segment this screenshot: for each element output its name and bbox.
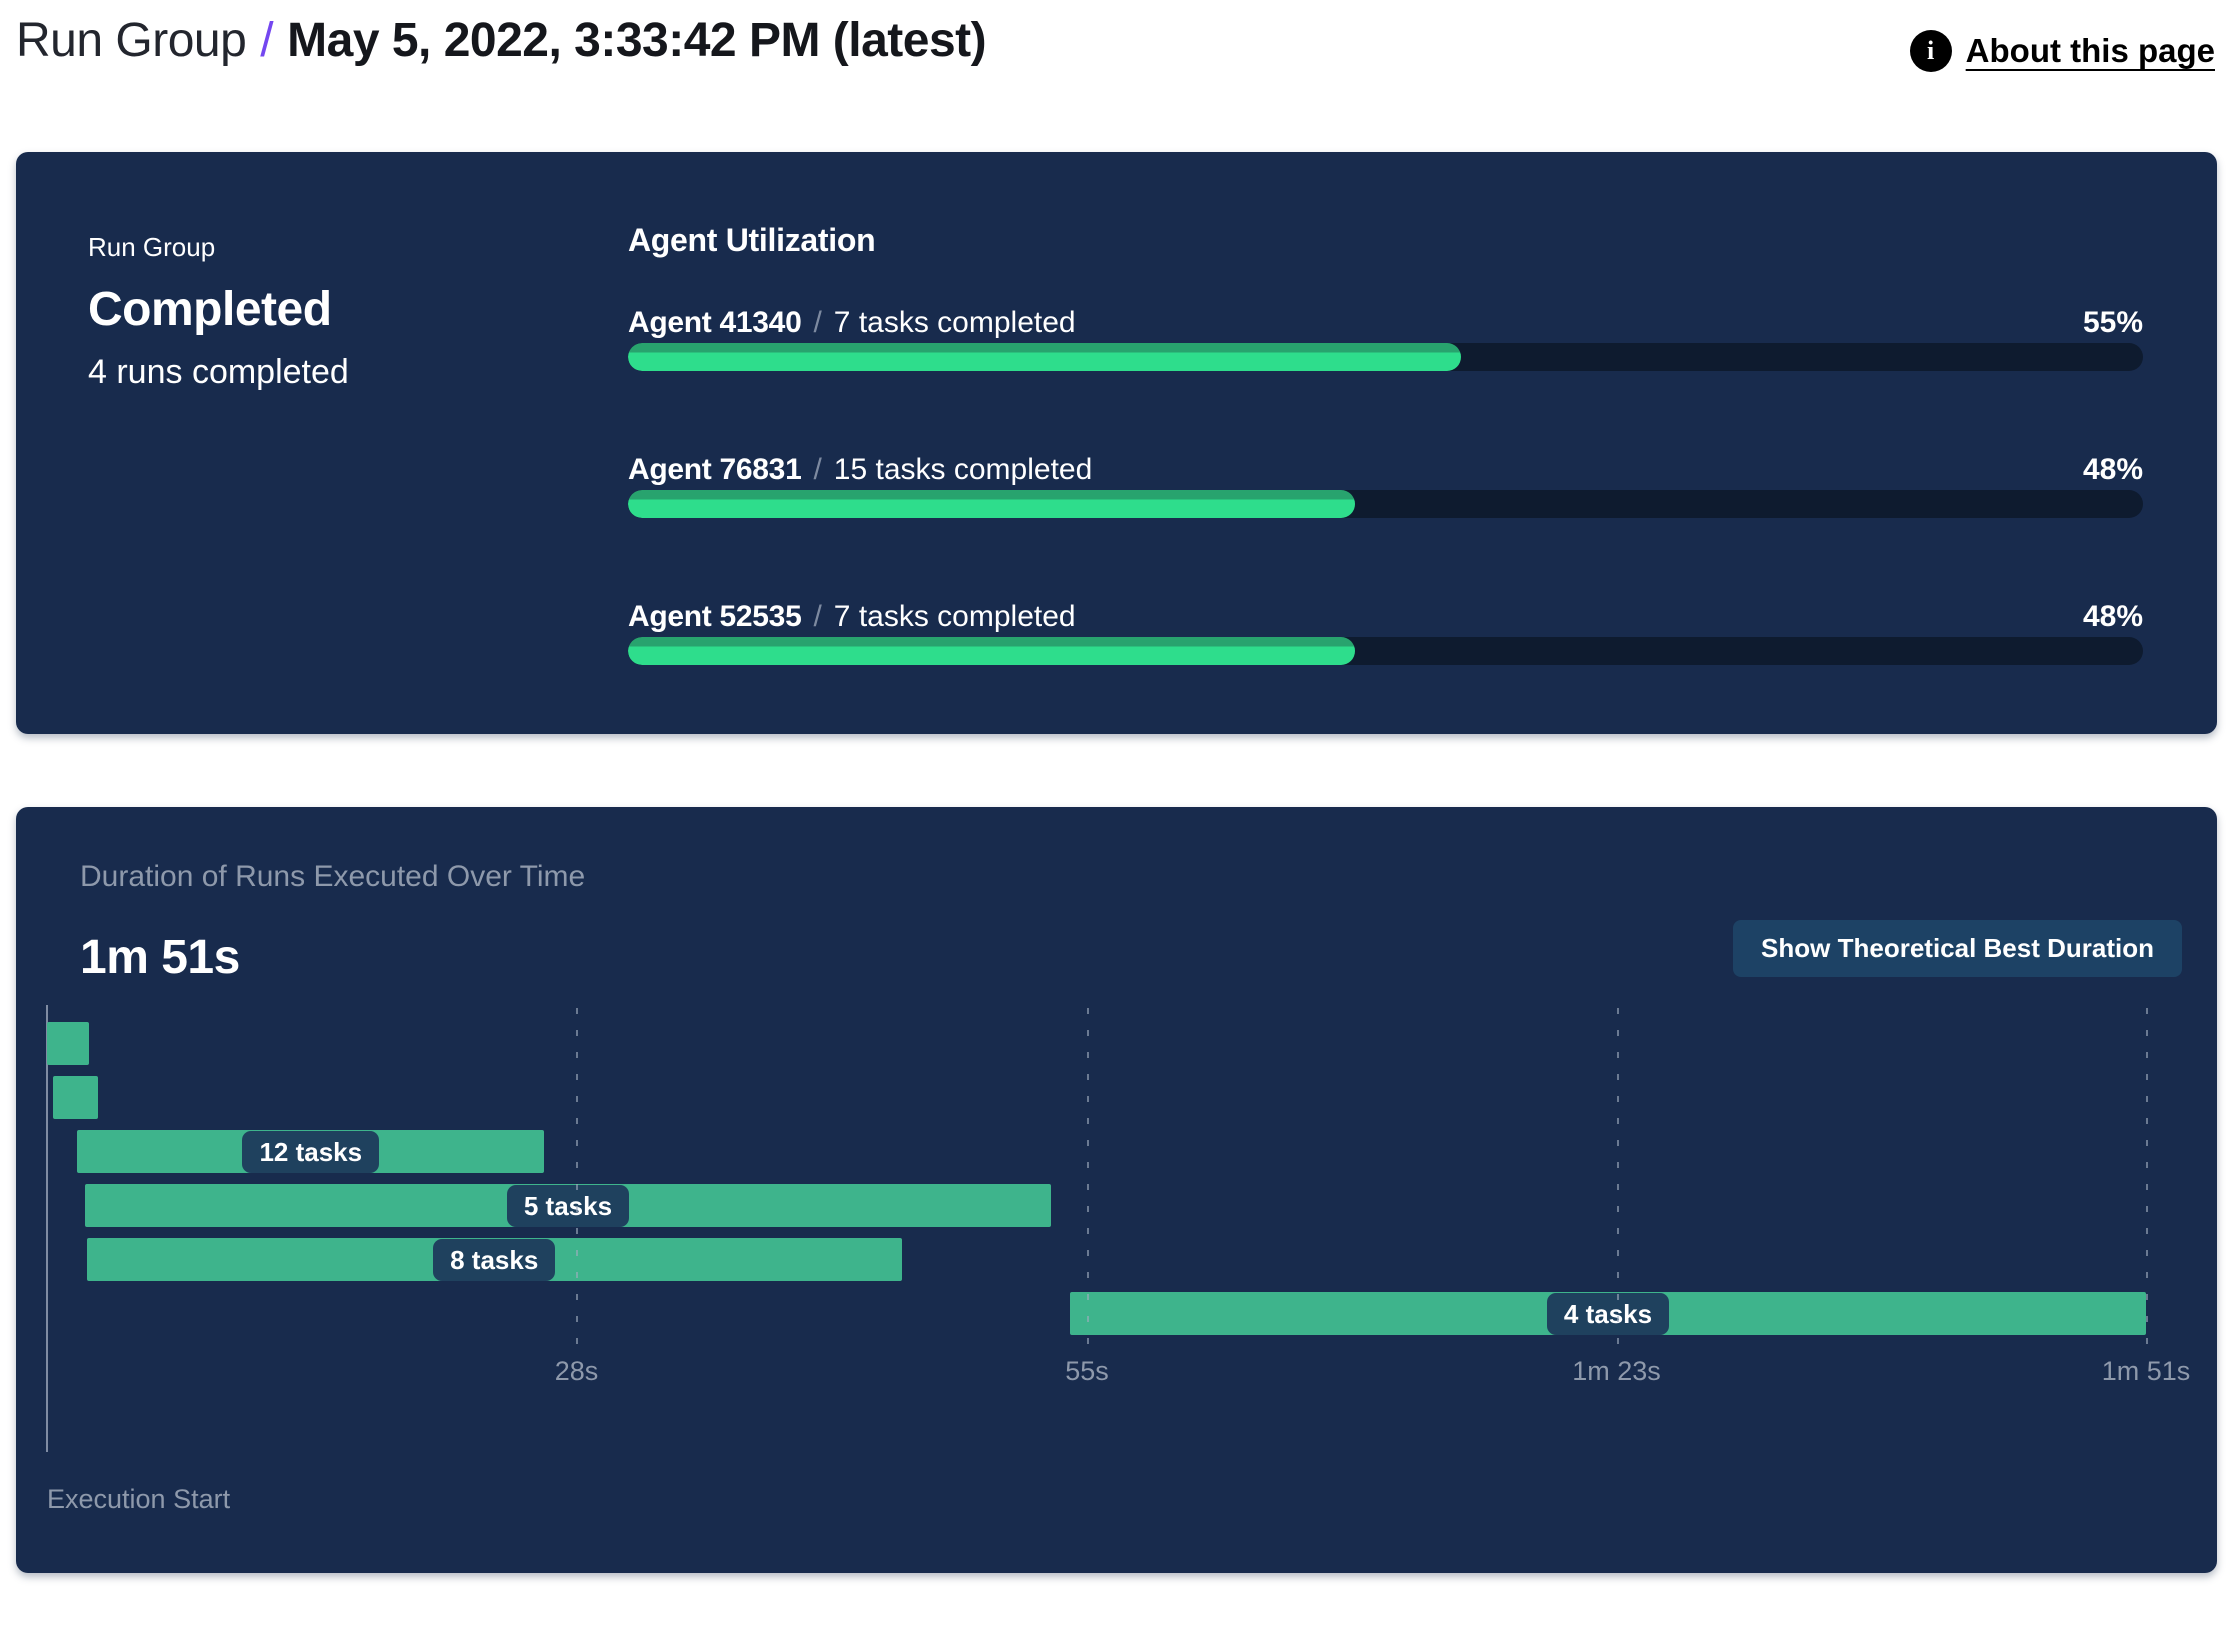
gantt-row: 5 tasks <box>47 1184 2146 1238</box>
gridline-1m-51s <box>2146 1008 2148 1353</box>
about-this-page[interactable]: i About this page <box>1909 30 2215 72</box>
execution-start-label: Execution Start <box>47 1484 231 1514</box>
run-duration-bar[interactable] <box>47 1022 89 1065</box>
run-duration-bar[interactable]: 4 tasks <box>1070 1292 2146 1335</box>
agent-separator: / <box>813 306 822 339</box>
agent-percent: 48% <box>2082 453 2143 486</box>
duration-chart-title: Duration of Runs Executed Over Time <box>80 860 586 893</box>
utilization-progress-track <box>628 343 2143 371</box>
duration-panel: Duration of Runs Executed Over Time 1m 5… <box>16 807 2217 1573</box>
agent-utilization-section: Agent Utilization Agent 41340 / 7 tasks … <box>628 222 2143 734</box>
agent-row: Agent 41340 / 7 tasks completed 55% <box>628 303 2143 371</box>
task-count-badge: 5 tasks <box>506 1184 630 1227</box>
gantt-row: 8 tasks <box>47 1238 2146 1292</box>
show-theoretical-best-duration-button[interactable]: Show Theoretical Best Duration <box>1733 920 2182 977</box>
agent-tasks: 7 tasks completed <box>833 306 1076 339</box>
agent-tasks: 7 tasks completed <box>833 600 1076 633</box>
page-title: May 5, 2022, 3:33:42 PM (latest) <box>287 14 987 67</box>
axis-tick-label: 1m 23s <box>1572 1356 1661 1386</box>
run-group-summary-panel: Run Group Completed 4 runs completed Age… <box>16 152 2217 734</box>
execution-start-axis-line <box>46 1005 48 1452</box>
gridline-28s <box>576 1008 579 1353</box>
utilization-progress-fill <box>628 343 1462 371</box>
agent-percent: 55% <box>2082 306 2143 339</box>
run-group-label: Run Group <box>88 232 216 262</box>
agent-utilization-title: Agent Utilization <box>628 222 876 258</box>
gantt-row: 12 tasks <box>47 1130 2146 1184</box>
task-count-badge: 4 tasks <box>1546 1292 1670 1335</box>
utilization-progress-fill <box>628 637 1356 665</box>
page-header: Run Group / May 5, 2022, 3:33:42 PM (lat… <box>0 0 2240 110</box>
run-duration-bar[interactable]: 5 tasks <box>84 1184 1052 1227</box>
run-duration-bar[interactable]: 12 tasks <box>77 1130 545 1173</box>
agent-separator: / <box>813 453 822 486</box>
gantt-row <box>47 1076 2146 1130</box>
agent-separator: / <box>813 600 822 633</box>
breadcrumb-run-group[interactable]: Run Group <box>16 14 247 67</box>
agent-name: Agent 41340 <box>628 306 802 339</box>
breadcrumb: Run Group / May 5, 2022, 3:33:42 PM (lat… <box>16 10 987 72</box>
gridline-55s <box>1087 1008 1090 1353</box>
about-link[interactable]: About this page <box>1965 32 2215 69</box>
axis-tick-label: 28s <box>554 1356 599 1386</box>
total-duration-value: 1m 51s <box>80 931 240 984</box>
gantt-rows: 12 tasks 5 tasks 8 tasks 4 tasks <box>47 1022 2146 1346</box>
gantt-row: 4 tasks <box>47 1292 2146 1346</box>
task-count-badge: 12 tasks <box>242 1130 380 1173</box>
gantt-row <box>47 1022 2146 1076</box>
status-text: Completed <box>88 283 332 336</box>
breadcrumb-separator: / <box>260 14 274 67</box>
utilization-progress-track <box>628 490 2143 518</box>
run-duration-bar[interactable]: 8 tasks <box>86 1238 902 1281</box>
run-duration-bar[interactable] <box>52 1076 99 1119</box>
utilization-progress-fill <box>628 490 1356 518</box>
duration-gantt-chart: 12 tasks 5 tasks 8 tasks 4 tasks 28s 55s 1m 2… <box>46 1005 2190 1452</box>
axis-tick-label: 55s <box>1065 1356 1109 1386</box>
runs-completed-text: 4 runs completed <box>88 353 349 391</box>
run-group-status-block: Run Group Completed 4 runs completed <box>88 222 628 734</box>
agent-name: Agent 76831 <box>628 453 802 486</box>
gridline-1m-23s <box>1616 1008 1619 1353</box>
axis-tick-label: 1m 51s <box>2101 1356 2191 1386</box>
agent-row: Agent 76831 / 15 tasks completed 48% <box>628 450 2143 518</box>
task-count-badge: 8 tasks <box>433 1238 556 1281</box>
agent-name: Agent 52535 <box>628 600 802 633</box>
agent-percent: 48% <box>2082 600 2143 633</box>
agent-row: Agent 52535 / 7 tasks completed 48% <box>628 597 2143 665</box>
info-icon[interactable]: i <box>1909 30 1952 72</box>
utilization-progress-track <box>628 637 2143 665</box>
agent-tasks: 15 tasks completed <box>833 453 1093 486</box>
